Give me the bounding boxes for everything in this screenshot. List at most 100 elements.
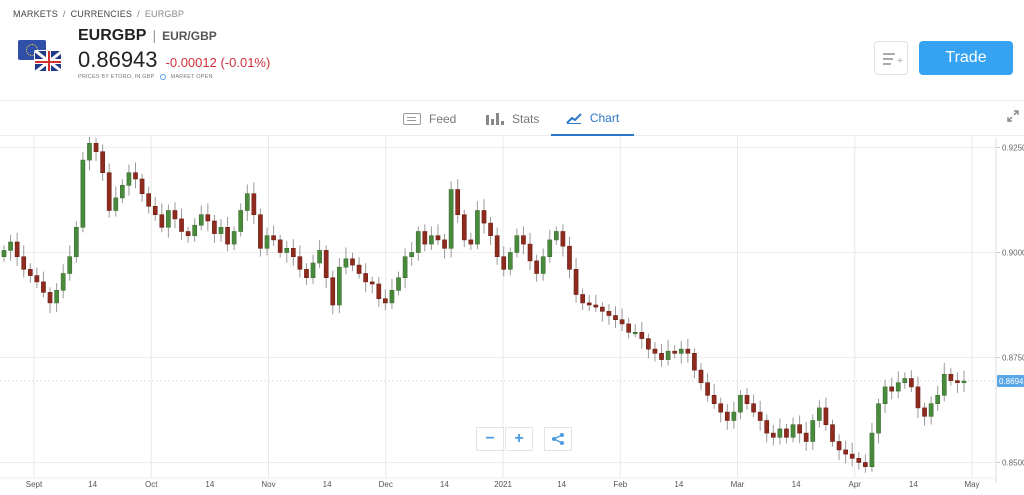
candle-up[interactable] xyxy=(540,256,546,274)
candle-up[interactable] xyxy=(73,227,79,258)
candle-up[interactable] xyxy=(869,432,875,468)
candle-up[interactable] xyxy=(876,403,881,434)
candle-down[interactable] xyxy=(619,319,625,325)
candle-up[interactable] xyxy=(80,159,86,228)
candle-up[interactable] xyxy=(415,231,421,253)
candle-up[interactable] xyxy=(678,348,684,354)
candle-up[interactable] xyxy=(547,239,553,258)
candle-down[interactable] xyxy=(909,378,914,388)
candle-down[interactable] xyxy=(330,277,336,306)
candle-up[interactable] xyxy=(902,378,908,383)
breadcrumb-markets[interactable]: MARKETS xyxy=(13,9,58,19)
candle-up[interactable] xyxy=(409,252,415,257)
expand-icon[interactable] xyxy=(1007,110,1019,122)
candle-up[interactable] xyxy=(475,210,480,245)
candle-down[interactable] xyxy=(152,206,158,216)
candle-down[interactable] xyxy=(172,210,178,220)
candle-down[interactable] xyxy=(751,403,756,413)
candle-down[interactable] xyxy=(481,210,487,224)
candle-down[interactable] xyxy=(363,273,368,283)
candle-down[interactable] xyxy=(527,243,533,262)
candle-up[interactable] xyxy=(396,277,401,291)
candle-up[interactable] xyxy=(731,411,737,421)
candle-down[interactable] xyxy=(652,348,658,354)
candle-down[interactable] xyxy=(521,235,526,245)
candle-down[interactable] xyxy=(106,172,112,211)
tab-chart[interactable]: Chart xyxy=(551,101,634,136)
candle-up[interactable] xyxy=(961,380,967,384)
breadcrumb-currencies[interactable]: CURRENCIES xyxy=(70,9,133,19)
candle-down[interactable] xyxy=(797,424,802,434)
candle-down[interactable] xyxy=(856,457,862,463)
candle-up[interactable] xyxy=(126,172,132,186)
candle-down[interactable] xyxy=(435,235,441,241)
candle-up[interactable] xyxy=(448,189,454,249)
candle-down[interactable] xyxy=(146,193,151,207)
candle-down[interactable] xyxy=(626,323,631,333)
candle-down[interactable] xyxy=(369,281,375,285)
zoom-in-button[interactable]: + xyxy=(505,427,533,451)
candle-down[interactable] xyxy=(34,275,40,283)
candle-up[interactable] xyxy=(218,227,224,234)
candle-down[interactable] xyxy=(573,269,579,295)
candle-down[interactable] xyxy=(323,250,329,279)
candle-down[interactable] xyxy=(823,407,829,425)
candle-down[interactable] xyxy=(225,227,230,245)
candle-down[interactable] xyxy=(277,239,283,253)
candle-down[interactable] xyxy=(139,178,145,194)
candle-down[interactable] xyxy=(593,304,599,308)
candle-down[interactable] xyxy=(461,214,467,241)
candle-up[interactable] xyxy=(790,424,796,438)
candle-down[interactable] xyxy=(606,311,612,316)
candle-down[interactable] xyxy=(350,258,355,266)
candle-down[interactable] xyxy=(744,394,750,404)
candle-down[interactable] xyxy=(271,235,276,241)
candle-up[interactable] xyxy=(166,210,171,228)
candle-up[interactable] xyxy=(941,374,947,396)
candle-up[interactable] xyxy=(882,386,888,404)
candle-down[interactable] xyxy=(600,306,605,312)
candle-down[interactable] xyxy=(685,348,691,354)
tab-feed[interactable]: Feed xyxy=(403,101,456,136)
candle-down[interactable] xyxy=(185,231,191,236)
candle-down[interactable] xyxy=(849,453,855,459)
candle-down[interactable] xyxy=(948,374,954,381)
candle-up[interactable] xyxy=(120,184,125,199)
candle-down[interactable] xyxy=(613,315,618,320)
candle-down[interactable] xyxy=(297,256,303,270)
candle-down[interactable] xyxy=(560,231,566,247)
candle-up[interactable] xyxy=(553,231,559,241)
candle-up[interactable] xyxy=(402,256,408,278)
candle-up[interactable] xyxy=(429,235,434,245)
candle-up[interactable] xyxy=(895,382,901,392)
candle-down[interactable] xyxy=(133,172,138,180)
candle-up[interactable] xyxy=(192,224,198,236)
candle-down[interactable] xyxy=(468,239,474,245)
candle-down[interactable] xyxy=(863,462,868,467)
candle-down[interactable] xyxy=(290,248,296,258)
candle-up[interactable] xyxy=(935,394,941,404)
candle-down[interactable] xyxy=(672,350,678,354)
candle-up[interactable] xyxy=(317,250,322,264)
candle-down[interactable] xyxy=(93,142,99,152)
candle-down[interactable] xyxy=(383,298,388,304)
candle-up[interactable] xyxy=(777,428,783,438)
candle-down[interactable] xyxy=(304,269,309,279)
candle-up[interactable] xyxy=(113,197,119,211)
candle-up[interactable] xyxy=(810,420,816,442)
candle-down[interactable] xyxy=(698,369,704,384)
candle-up[interactable] xyxy=(8,241,13,251)
candle-down[interactable] xyxy=(488,222,493,236)
add-to-watchlist-button[interactable]: + xyxy=(874,41,908,75)
candle-up[interactable] xyxy=(507,252,513,270)
candle-down[interactable] xyxy=(494,235,500,257)
candle-up[interactable] xyxy=(928,403,934,417)
candle-up[interactable] xyxy=(238,210,244,232)
candle-down[interactable] xyxy=(258,214,263,249)
candle-down[interactable] xyxy=(646,338,651,350)
trade-button[interactable]: Trade xyxy=(919,41,1013,75)
share-button[interactable] xyxy=(544,427,572,451)
candle-down[interactable] xyxy=(455,189,461,216)
